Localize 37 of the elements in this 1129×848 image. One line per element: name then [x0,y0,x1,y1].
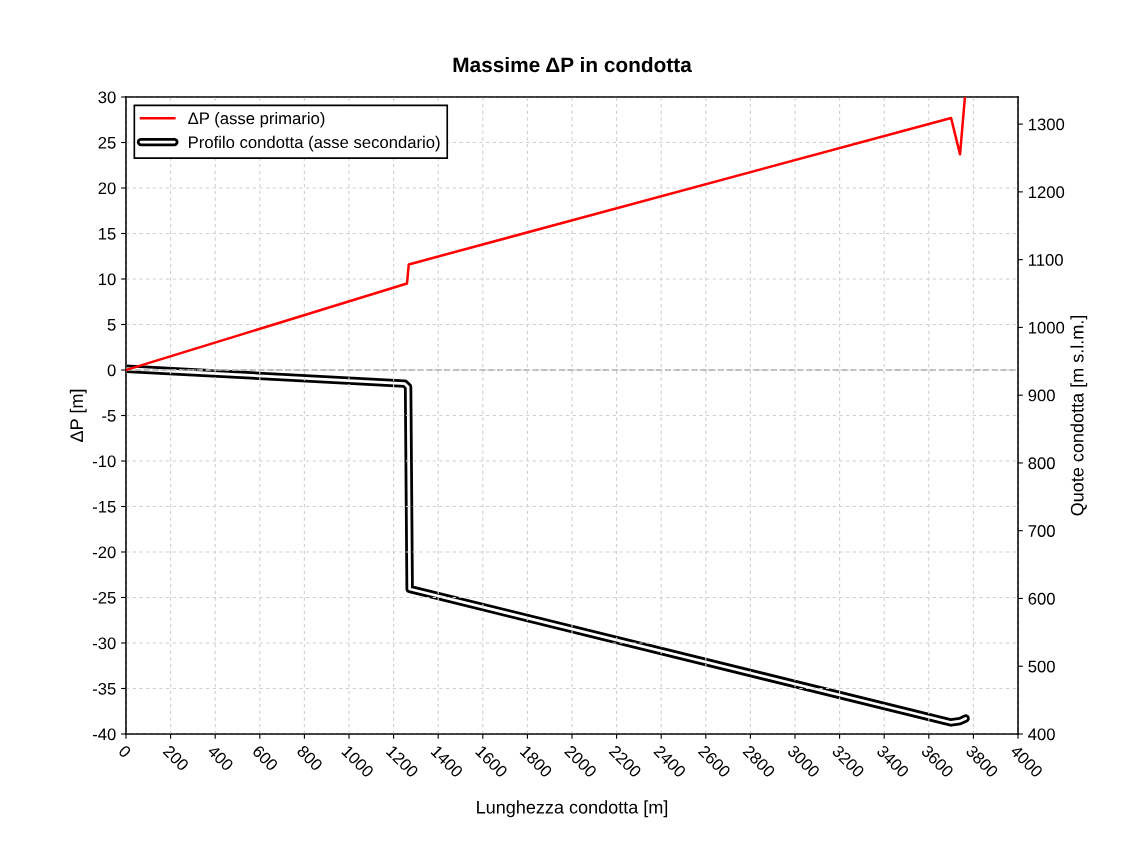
y2-tick-label: 1300 [1028,118,1065,131]
x-axis-title: Lunghezza condotta [m] [477,800,668,818]
legend-label: ΔP (asse primario) [188,112,325,128]
y-tick-label: 20 [98,182,116,195]
x-tick-label: 400 [206,744,235,772]
y-tick-label: -35 [92,682,116,695]
y2-tick-label: 700 [1028,525,1055,537]
y-tick-label: 0 [107,364,116,377]
y2-tick-label: 1100 [1028,254,1063,266]
y2-axis-title: Quote condotta [m s.l.m.] [1070,315,1088,516]
y2-tick-label: 500 [1028,660,1055,673]
x-tick-label: 200 [162,744,190,772]
x-tick-label: 800 [296,744,324,772]
y-tick-label: -15 [92,501,116,513]
y2-tick-label: 600 [1028,592,1055,605]
y-tick-label: -40 [92,728,116,741]
y-tick-label: 10 [99,273,116,286]
y-tick-label: 15 [99,228,116,240]
x-tick-label: 0 [117,744,132,759]
y-tick-label: -25 [92,591,116,604]
chart-title: Massime ΔP in condotta [453,56,692,73]
y-axis-title: ΔP [m] [69,389,87,442]
line-series [126,97,967,372]
y2-tick-label: 1000 [1028,321,1065,334]
y-tick-label: 5 [107,319,116,331]
x-tick-label: 600 [251,744,279,772]
y2-tick-label: 1200 [1028,186,1065,199]
y-tick-label: 30 [98,91,116,104]
legend-label: Profilo condotta (asse secondario) [189,135,440,152]
y-tick-label: -30 [92,637,116,650]
y2-tick-label: 800 [1028,457,1055,470]
y-tick-label: -5 [102,410,116,422]
y-tick-label: -10 [92,455,116,468]
y2-tick-label: 400 [1028,728,1055,741]
y2-tick-label: 900 [1028,389,1055,402]
y-tick-label: 25 [98,136,116,149]
y-tick-label: -20 [92,546,116,559]
